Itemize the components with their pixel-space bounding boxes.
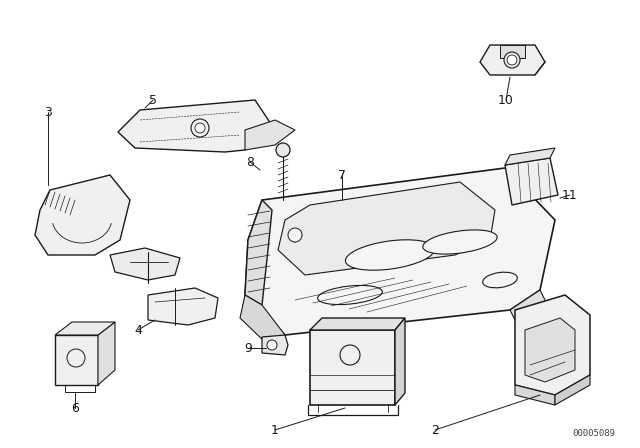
Ellipse shape [483,272,517,288]
Polygon shape [310,330,395,405]
Circle shape [191,119,209,137]
Polygon shape [148,288,218,325]
Text: 9: 9 [244,341,252,354]
Text: 8: 8 [246,155,254,168]
Polygon shape [505,148,555,165]
Polygon shape [310,318,405,330]
Polygon shape [245,120,295,150]
Circle shape [504,52,520,68]
Circle shape [267,340,277,350]
Polygon shape [245,168,555,335]
Polygon shape [515,295,590,395]
Polygon shape [480,45,545,75]
Polygon shape [35,175,130,255]
Text: 00005089: 00005089 [572,429,615,438]
Text: 10: 10 [498,94,514,107]
Circle shape [507,55,517,65]
Polygon shape [525,318,575,382]
Polygon shape [245,200,272,305]
Polygon shape [262,335,288,355]
Text: 2: 2 [431,423,439,436]
Polygon shape [395,318,405,405]
Polygon shape [110,248,180,280]
Polygon shape [55,335,98,385]
Polygon shape [55,322,115,335]
Polygon shape [505,158,558,205]
Circle shape [195,123,205,133]
Polygon shape [118,100,275,152]
Polygon shape [278,182,495,275]
Circle shape [288,228,302,242]
Circle shape [67,349,85,367]
Ellipse shape [317,285,382,305]
Text: 3: 3 [44,105,52,119]
Polygon shape [555,375,590,405]
Circle shape [340,345,360,365]
Polygon shape [98,322,115,385]
Polygon shape [510,290,555,340]
Text: 6: 6 [71,401,79,414]
Text: 4: 4 [134,323,142,336]
Circle shape [276,143,290,157]
Polygon shape [500,45,525,58]
Text: 5: 5 [149,94,157,107]
Ellipse shape [346,240,435,270]
Polygon shape [515,385,555,405]
Polygon shape [240,295,285,345]
Text: 11: 11 [562,189,578,202]
Text: 1: 1 [271,423,279,436]
Ellipse shape [423,230,497,254]
Text: 7: 7 [338,168,346,181]
